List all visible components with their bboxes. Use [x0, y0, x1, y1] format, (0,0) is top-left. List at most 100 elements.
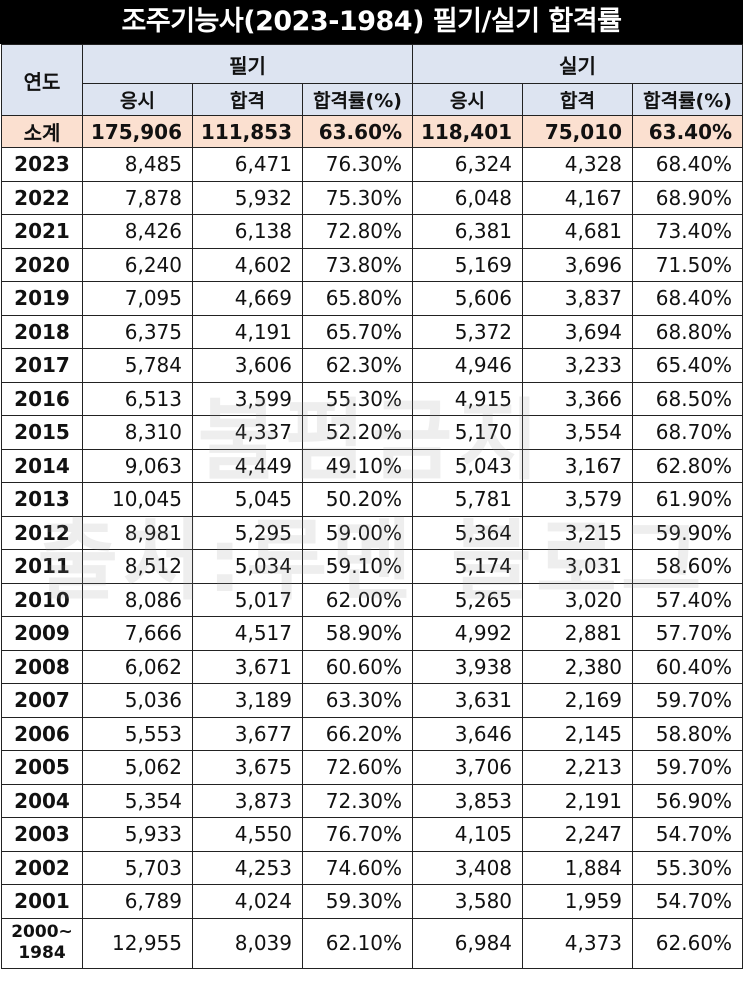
page-title: 조주기능사(2023-1984) 필기/실기 합격률 — [0, 0, 743, 44]
practical-rate-cell: 68.80% — [632, 314, 743, 349]
practical-passed-cell: 3,031 — [522, 549, 634, 584]
practical-passed-cell: 2,380 — [522, 649, 634, 684]
subtotal-practical-applied: 118,401 — [412, 115, 524, 148]
practical-applied-cell: 5,781 — [412, 482, 524, 517]
table-row: 2023 8,485 6,471 76.30% 6,324 4,328 68.40% — [1, 147, 743, 182]
practical-applied-cell: 6,984 — [412, 917, 524, 969]
practical-rate-cell: 57.40% — [632, 582, 743, 617]
written-applied-cell: 10,045 — [82, 482, 193, 517]
practical-applied-cell: 3,938 — [412, 649, 524, 684]
written-applied-cell: 5,062 — [82, 750, 193, 785]
practical-rate-cell: 73.40% — [632, 214, 743, 249]
year-range-end: 1984 — [18, 943, 66, 963]
written-passed-cell: 4,669 — [192, 281, 303, 316]
practical-applied-cell: 6,048 — [412, 180, 524, 215]
written-applied-cell: 9,063 — [82, 448, 193, 483]
practical-rate-cell: 71.50% — [632, 247, 743, 282]
practical-applied-cell: 4,946 — [412, 348, 524, 383]
practical-passed-cell: 2,213 — [522, 750, 634, 785]
practical-passed-cell: 3,837 — [522, 281, 634, 316]
written-rate-cell: 76.70% — [301, 817, 414, 852]
table-row: 2006 5,553 3,677 66.20% 3,646 2,145 58.80% — [1, 716, 743, 751]
practical-rate-cell: 54.70% — [632, 817, 743, 852]
written-passed-cell: 4,253 — [192, 850, 303, 885]
written-applied-cell: 6,789 — [82, 884, 193, 919]
pass-rate-table: 연도 필기 실기 응시 합격 합격률(%) 응시 합격 합격률(%) 소계 17… — [1, 44, 743, 969]
written-rate-cell: 72.60% — [301, 750, 414, 785]
practical-passed-cell: 4,373 — [522, 917, 634, 969]
table-row: 2017 5,784 3,606 62.30% 4,946 3,233 65.40% — [1, 348, 743, 383]
table-row: 2021 8,426 6,138 72.80% 6,381 4,681 73.40% — [1, 214, 743, 249]
year-cell: 2018 — [1, 314, 83, 349]
table-row-last: 2000~ 1984 12,955 8,039 62.10% 6,984 4,373 62.6… — [1, 917, 743, 969]
year-cell: 2021 — [1, 214, 83, 249]
table-row: 2009 7,666 4,517 58.90% 4,992 2,881 57.70% — [1, 616, 743, 651]
practical-passed-cell: 3,579 — [522, 482, 634, 517]
table-row: 2022 7,878 5,932 75.30% 6,048 4,167 68.90% — [1, 180, 743, 215]
table-row: 2015 8,310 4,337 52.20% 5,170 3,554 68.70% — [1, 415, 743, 450]
practical-applied-cell: 3,580 — [412, 884, 524, 919]
practical-rate-cell: 68.90% — [632, 180, 743, 215]
practical-passed-cell: 3,167 — [522, 448, 634, 483]
year-cell: 2008 — [1, 649, 83, 684]
written-applied-cell: 8,426 — [82, 214, 193, 249]
written-rate-cell: 62.30% — [301, 348, 414, 383]
written-passed-cell: 5,017 — [192, 582, 303, 617]
practical-passed-cell: 3,366 — [522, 381, 634, 416]
written-applied-cell: 6,240 — [82, 247, 193, 282]
written-rate-cell: 73.80% — [301, 247, 414, 282]
subtotal-practical-rate: 63.40% — [632, 115, 743, 148]
table-row: 2019 7,095 4,669 65.80% 5,606 3,837 68.40% — [1, 281, 743, 316]
table-row: 2002 5,703 4,253 74.60% 3,408 1,884 55.30% — [1, 850, 743, 885]
practical-passed-cell: 2,169 — [522, 683, 634, 718]
written-passed-header: 합격 — [192, 83, 303, 116]
practical-applied-cell: 5,169 — [412, 247, 524, 282]
subtotal-practical-passed: 75,010 — [522, 115, 634, 148]
year-cell: 2001 — [1, 884, 83, 919]
practical-passed-cell: 1,959 — [522, 884, 634, 919]
year-cell: 2005 — [1, 750, 83, 785]
written-applied-cell: 8,981 — [82, 515, 193, 550]
practical-rate-cell: 62.80% — [632, 448, 743, 483]
practical-applied-cell: 3,853 — [412, 783, 524, 818]
year-cell: 2007 — [1, 683, 83, 718]
written-rate-cell: 49.10% — [301, 448, 414, 483]
year-cell: 2015 — [1, 415, 83, 450]
year-header: 연도 — [1, 44, 83, 116]
written-applied-cell: 5,036 — [82, 683, 193, 718]
written-rate-header: 합격률(%) — [301, 83, 414, 116]
written-passed-cell: 4,449 — [192, 448, 303, 483]
table-row: 2016 6,513 3,599 55.30% 4,915 3,366 68.50% — [1, 381, 743, 416]
table-row: 2011 8,512 5,034 59.10% 5,174 3,031 58.60% — [1, 549, 743, 584]
practical-passed-cell: 3,696 — [522, 247, 634, 282]
practical-passed-cell: 2,881 — [522, 616, 634, 651]
written-applied-cell: 12,955 — [82, 917, 193, 969]
written-rate-cell: 66.20% — [301, 716, 414, 751]
year-cell: 2016 — [1, 381, 83, 416]
practical-applied-cell: 5,174 — [412, 549, 524, 584]
written-passed-cell: 5,045 — [192, 482, 303, 517]
practical-passed-cell: 3,554 — [522, 415, 634, 450]
written-rate-cell: 75.30% — [301, 180, 414, 215]
practical-applied-header: 응시 — [412, 83, 524, 116]
year-range-cell: 2000~ 1984 — [1, 917, 83, 969]
year-cell: 2020 — [1, 247, 83, 282]
table-row: 2004 5,354 3,873 72.30% 3,853 2,191 56.90% — [1, 783, 743, 818]
practical-passed-cell: 2,145 — [522, 716, 634, 751]
written-rate-cell: 74.60% — [301, 850, 414, 885]
written-passed-cell: 4,024 — [192, 884, 303, 919]
written-passed-cell: 6,471 — [192, 147, 303, 182]
written-applied-cell: 6,062 — [82, 649, 193, 684]
practical-applied-cell: 6,381 — [412, 214, 524, 249]
practical-rate-cell: 57.70% — [632, 616, 743, 651]
practical-rate-cell: 60.40% — [632, 649, 743, 684]
written-passed-cell: 3,189 — [192, 683, 303, 718]
practical-rate-cell: 56.90% — [632, 783, 743, 818]
practical-rate-cell: 62.60% — [632, 917, 743, 969]
practical-applied-cell: 3,631 — [412, 683, 524, 718]
written-applied-cell: 7,878 — [82, 180, 193, 215]
practical-rate-cell: 54.70% — [632, 884, 743, 919]
subtotal-written-rate: 63.60% — [301, 115, 414, 148]
practical-applied-cell: 5,372 — [412, 314, 524, 349]
practical-rate-cell: 58.60% — [632, 549, 743, 584]
